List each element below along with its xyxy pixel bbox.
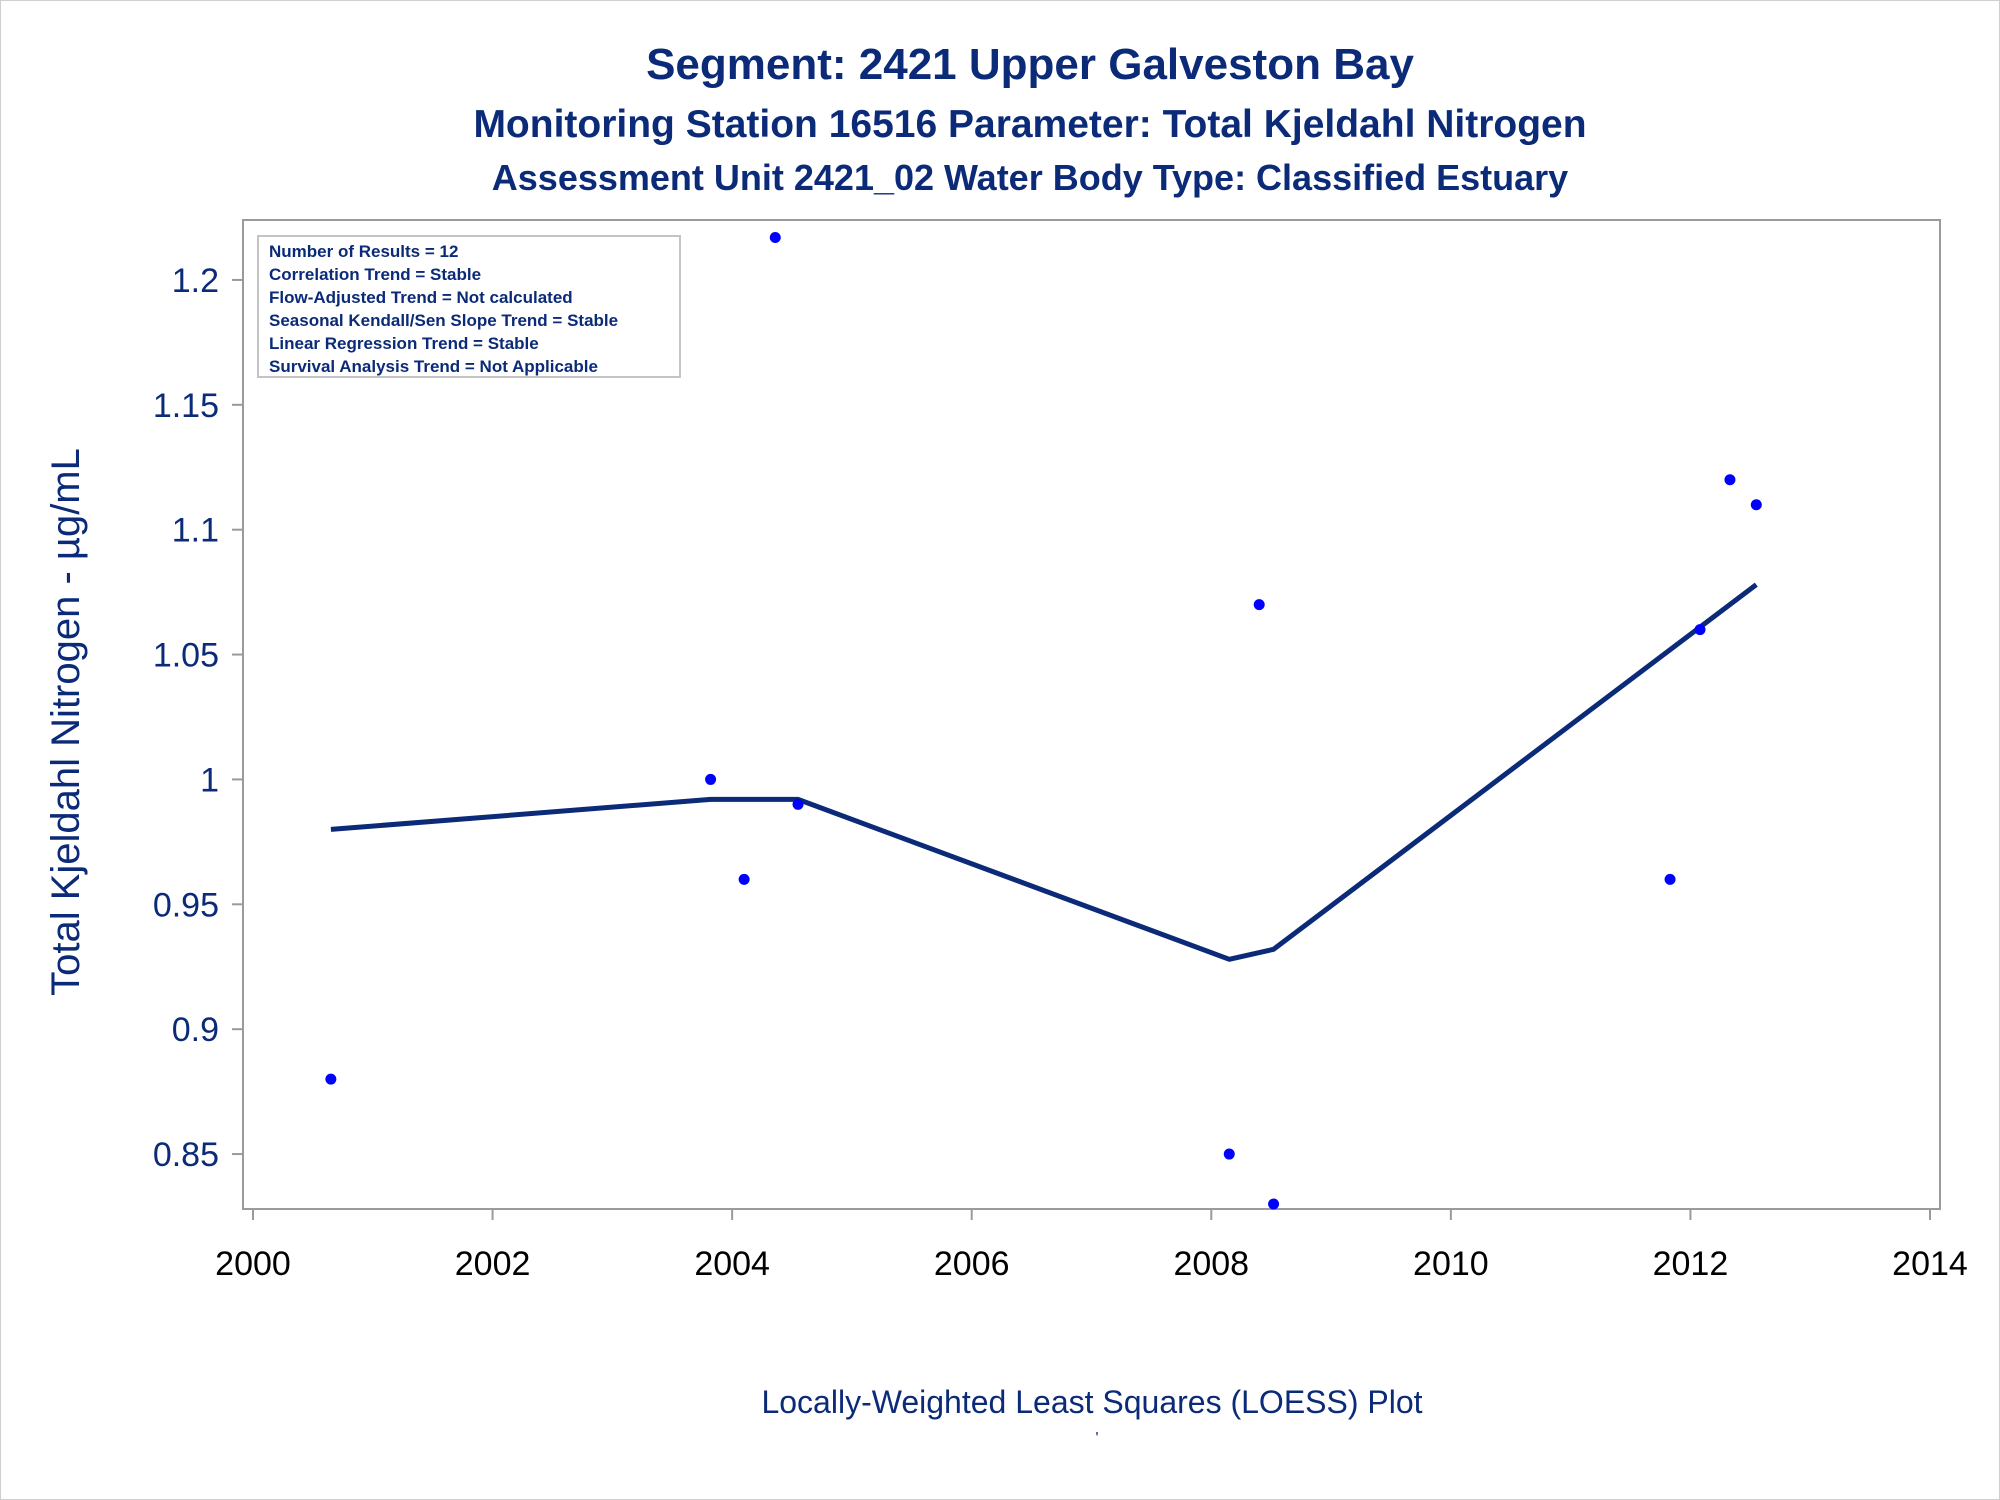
chart-title: Segment: 2421 Upper Galveston Bay	[646, 40, 1414, 89]
stats-line: Flow-Adjusted Trend = Not calculated	[269, 288, 573, 307]
y-tick-label: 0.9	[172, 1011, 219, 1049]
y-axis: 0.85 0.9 0.95 1 1.05 1.1 1.15 1.2	[153, 262, 243, 1174]
y-tick-label: 0.95	[153, 886, 219, 924]
data-point	[1750, 499, 1762, 511]
data-point	[1694, 624, 1706, 636]
chart-subtitle: Monitoring Station 16516 Parameter: Tota…	[473, 103, 1586, 146]
x-tick-label: 2006	[934, 1245, 1010, 1283]
plot-area	[242, 219, 1941, 1210]
data-point	[1724, 474, 1736, 486]
y-tick-label: 1.2	[172, 262, 219, 300]
x-tick-label: 2002	[455, 1245, 531, 1283]
data-points-layer	[325, 231, 1762, 1210]
data-point	[1268, 1198, 1280, 1210]
y-tick-label: 1.15	[153, 387, 219, 425]
stats-line: Correlation Trend = Stable	[269, 265, 481, 284]
y-tick-label: 0.85	[153, 1136, 219, 1174]
data-point	[705, 773, 717, 785]
chart-subtitle-2: Assessment Unit 2421_02 Water Body Type:…	[492, 157, 1568, 198]
y-axis-label: Total Kjeldahl Nitrogen - µg/mL	[44, 448, 88, 996]
x-tick-label: 2008	[1173, 1245, 1249, 1283]
data-point	[1664, 873, 1676, 885]
y-tick-label: 1	[200, 761, 219, 799]
x-tick-label: 2010	[1413, 1245, 1489, 1283]
x-tick-label: 2012	[1653, 1245, 1729, 1283]
stats-box-border	[257, 235, 681, 378]
y-tick-label: 1.1	[172, 512, 219, 550]
stats-line: Linear Regression Trend = Stable	[269, 334, 539, 353]
data-point	[325, 1073, 337, 1085]
data-point	[792, 798, 804, 810]
loess-line	[330, 582, 1758, 962]
x-axis-label: Locally-Weighted Least Squares (LOESS) P…	[761, 1384, 1422, 1420]
stats-line: Seasonal Kendall/Sen Slope Trend = Stabl…	[269, 311, 618, 330]
x-tick-label: 2004	[694, 1245, 770, 1283]
y-tick-label: 1.05	[153, 637, 219, 675]
footnote-mark: '	[1095, 1430, 1098, 1447]
data-point	[1253, 599, 1265, 611]
x-axis: 2000 2002 2004 2006 2008 2010 2012 2014	[215, 1209, 1968, 1283]
stats-box: Number of Results = 12 Correlation Trend …	[257, 235, 681, 378]
x-tick-label: 2000	[215, 1245, 291, 1283]
x-tick-label: 2014	[1892, 1245, 1968, 1283]
stats-line: Number of Results = 12	[269, 242, 458, 261]
data-point	[738, 873, 750, 885]
data-point	[769, 231, 781, 243]
stats-line: Survival Analysis Trend = Not Applicable	[269, 357, 598, 376]
loess-line-layer	[330, 582, 1758, 962]
data-point	[1223, 1148, 1235, 1160]
